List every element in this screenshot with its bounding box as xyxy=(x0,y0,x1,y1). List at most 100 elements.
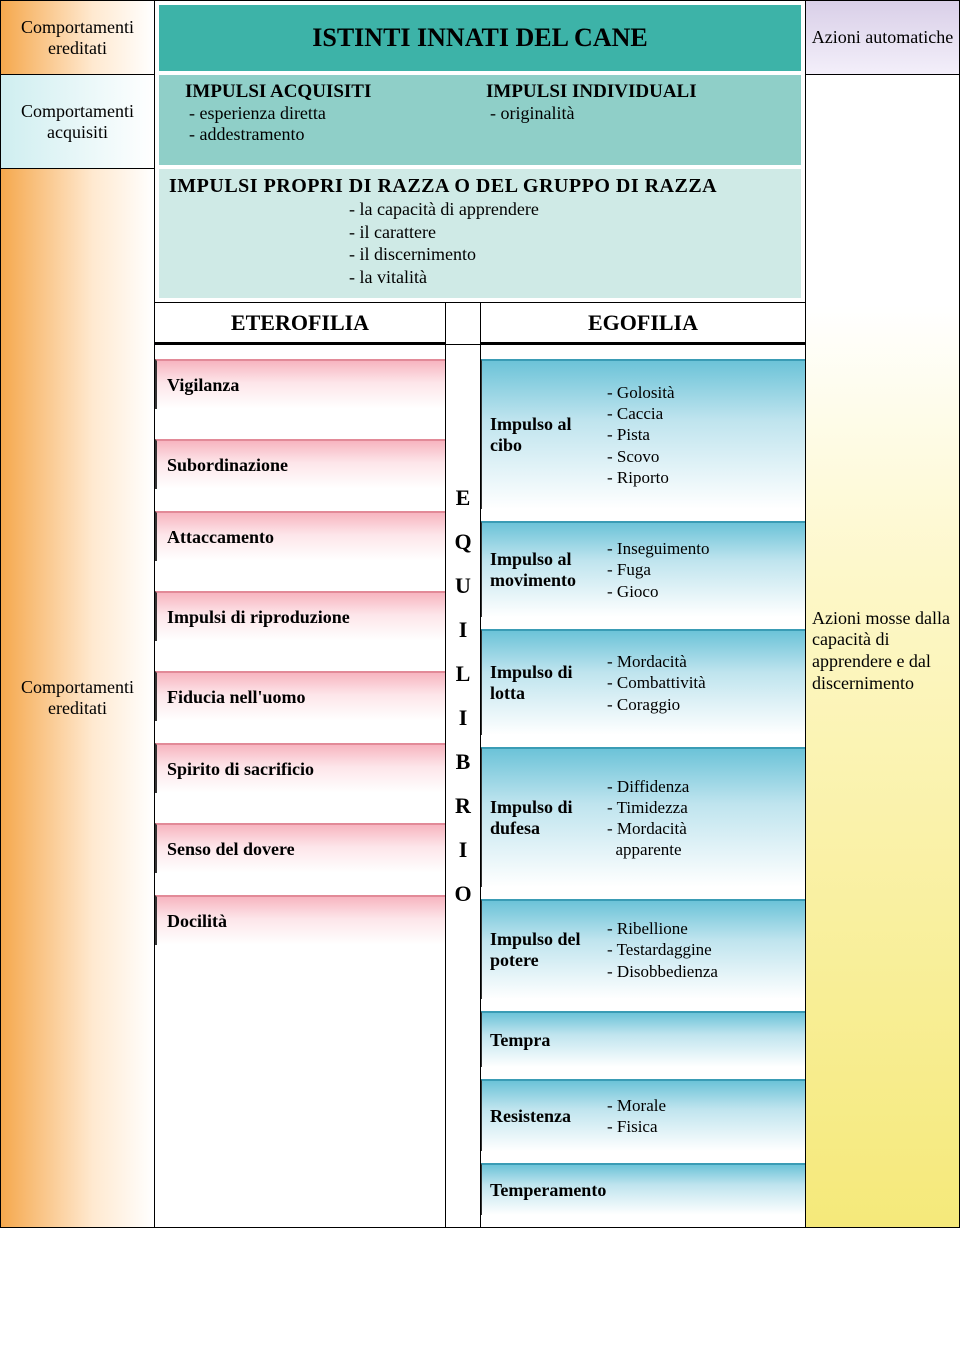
equilibrio-letter: U xyxy=(455,573,471,599)
main-title: ISTINTI INNATI DEL CANE xyxy=(155,1,805,75)
ego-item: Impulso di lotta- Mordacità- Combattivit… xyxy=(481,629,805,735)
spacer xyxy=(446,303,480,345)
eter-group: Docilità xyxy=(155,895,445,945)
ego-item: Impulso al cibo- Golosità- Caccia- Pista… xyxy=(481,359,805,509)
equilibrio-letter: R xyxy=(455,793,471,819)
eter-item: Fiducia nell'uomo xyxy=(155,671,445,721)
impulsi-acquisiti: IMPULSI ACQUISITI - esperienza diretta -… xyxy=(185,81,486,159)
eterofilia-header: ETEROFILIA xyxy=(155,303,446,345)
egofilia-header: EGOFILIA xyxy=(480,303,805,345)
right-label-azioni-mosse: Azioni mosse dalla capacità di apprender… xyxy=(806,75,959,1227)
right-label-automatiche: Azioni automatiche xyxy=(806,1,959,75)
eterofilia-column: Vigilanza Subordinazione Attaccamento Impul… xyxy=(155,345,446,1227)
list-item: - Mordacità xyxy=(607,651,801,672)
list-item: - Combattività xyxy=(607,672,801,693)
text: Comportamenti ereditati xyxy=(1,17,154,58)
list-item: - il discernimento xyxy=(349,243,791,266)
impulsi-individuali: IMPULSI INDIVIDUALI - originalità xyxy=(486,81,787,159)
list-item: - la vitalità xyxy=(349,266,791,289)
ego-item: Resistenza- Morale- Fisica xyxy=(481,1079,805,1151)
list-item: - Diffidenza xyxy=(607,776,801,797)
impulsi-razza: IMPULSI PROPRI DI RAZZA O DEL GRUPPO DI … xyxy=(155,169,805,302)
ego-item-label: Impulso di dufesa xyxy=(482,749,607,887)
list-item: - Mordacità xyxy=(607,818,801,839)
list-item: - la capacità di apprendere xyxy=(349,198,791,221)
eter-group: Spirito di sacrificio Senso del dovere xyxy=(155,743,445,873)
list-item: - Fisica xyxy=(607,1116,801,1137)
eter-item: Vigilanza xyxy=(155,359,445,409)
list-item: - Testardaggine xyxy=(607,939,801,960)
text: ISTINTI INNATI DEL CANE xyxy=(312,23,647,53)
eter-group: Attaccamento Impulsi di riproduzione Fiduc… xyxy=(155,511,445,721)
ego-item: Tempra xyxy=(481,1011,805,1067)
equilibrio-column: EQUILIBRIO xyxy=(446,345,480,1227)
ego-item-label: Impulso al movimento xyxy=(482,523,607,617)
list-item: - Timidezza xyxy=(607,797,801,818)
heading: IMPULSI ACQUISITI xyxy=(185,81,486,103)
right-column: Azioni automatiche Azioni mosse dalla ca… xyxy=(805,1,959,1227)
eter-item: Subordinazione xyxy=(155,439,445,489)
list-item: - Caccia xyxy=(607,403,801,424)
ego-item-subs: - Inseguimento- Fuga- Gioco xyxy=(607,523,805,617)
list-item: - Scovo xyxy=(607,446,801,467)
list-item: apparente xyxy=(607,839,801,860)
left-label-ereditati-lower: Comportamenti ereditati xyxy=(1,169,154,1227)
ego-item-label: Resistenza xyxy=(482,1081,607,1151)
ego-item: Impulso del potere- Ribellione- Testarda… xyxy=(481,899,805,999)
ego-item: Temperamento xyxy=(481,1163,805,1215)
heading: IMPULSI INDIVIDUALI xyxy=(486,81,787,103)
left-label-acquisiti: Comportamenti acquisiti xyxy=(1,75,154,169)
ego-item-subs: - Golosità- Caccia- Pista- Scovo- Riport… xyxy=(607,361,805,509)
ego-item-subs: - Morale- Fisica xyxy=(607,1081,805,1151)
list-item: - Golosità xyxy=(607,382,801,403)
eter-group: Vigilanza Subordinazione xyxy=(155,359,445,489)
left-column: Comportamenti ereditati Comportamenti ac… xyxy=(1,1,155,1227)
left-label-ereditati: Comportamenti ereditati xyxy=(1,1,154,75)
ego-item-label: Impulso del potere xyxy=(482,901,607,999)
impulsi-row: IMPULSI ACQUISITI - esperienza diretta -… xyxy=(155,75,805,169)
ego-item-label: Impulso al cibo xyxy=(482,361,607,509)
ego-item: Impulso di dufesa- Diffidenza- Timidezza… xyxy=(481,747,805,887)
center-column: ISTINTI INNATI DEL CANE IMPULSI ACQUISIT… xyxy=(155,1,805,1227)
diagram-root: Comportamenti ereditati Comportamenti ac… xyxy=(0,0,960,1228)
equilibrio-letter: I xyxy=(459,705,468,731)
eter-item: Attaccamento xyxy=(155,511,445,561)
ego-item-subs: - Diffidenza- Timidezza- Mordacità appar… xyxy=(607,749,805,887)
eter-item: Spirito di sacrificio xyxy=(155,743,445,793)
list-item: - originalità xyxy=(486,103,787,124)
list-item: - Disobbedienza xyxy=(607,961,801,982)
ego-item-label: Temperamento xyxy=(482,1165,805,1215)
ego-item-label: Impulso di lotta xyxy=(482,631,607,735)
category-headers: ETEROFILIA EGOFILIA xyxy=(155,302,805,345)
list-item: - Morale xyxy=(607,1095,801,1116)
text: Comportamenti acquisiti xyxy=(1,101,154,142)
ego-item-subs: - Ribellione- Testardaggine- Disobbedien… xyxy=(607,901,805,999)
heading: IMPULSI PROPRI DI RAZZA O DEL GRUPPO DI … xyxy=(169,175,791,198)
list-item: - esperienza diretta xyxy=(185,103,486,124)
list-item: - Ribellione xyxy=(607,918,801,939)
ego-item: Impulso al movimento- Inseguimento- Fuga… xyxy=(481,521,805,617)
list-item: - addestramento xyxy=(185,124,486,145)
list-item: - Coraggio xyxy=(607,694,801,715)
text: Azioni mosse dalla capacità di apprender… xyxy=(812,608,953,694)
equilibrio-letter: L xyxy=(456,661,471,687)
equilibrio-letter: Q xyxy=(454,529,471,555)
eter-item: Docilità xyxy=(155,895,445,945)
list-item: - il carattere xyxy=(349,221,791,244)
text: Comportamenti ereditati xyxy=(1,677,154,718)
equilibrio-letter: I xyxy=(459,837,468,863)
eter-item: Senso del dovere xyxy=(155,823,445,873)
egofilia-column: Impulso al cibo- Golosità- Caccia- Pista… xyxy=(480,345,805,1227)
ego-item-subs: - Mordacità- Combattività- Coraggio xyxy=(607,631,805,735)
ego-item-label: Tempra xyxy=(482,1013,805,1067)
text: Azioni automatiche xyxy=(812,27,953,48)
equilibrio-letter: O xyxy=(454,881,471,907)
list-item: - Gioco xyxy=(607,581,801,602)
eter-item: Impulsi di riproduzione xyxy=(155,591,445,641)
list-item: - Fuga xyxy=(607,559,801,580)
list-item: - Pista xyxy=(607,424,801,445)
list-item: - Riporto xyxy=(607,467,801,488)
list-item: - Inseguimento xyxy=(607,538,801,559)
lower-area: Vigilanza Subordinazione Attaccamento Impul… xyxy=(155,345,805,1227)
razza-items: - la capacità di apprendere - il caratte… xyxy=(169,198,791,288)
